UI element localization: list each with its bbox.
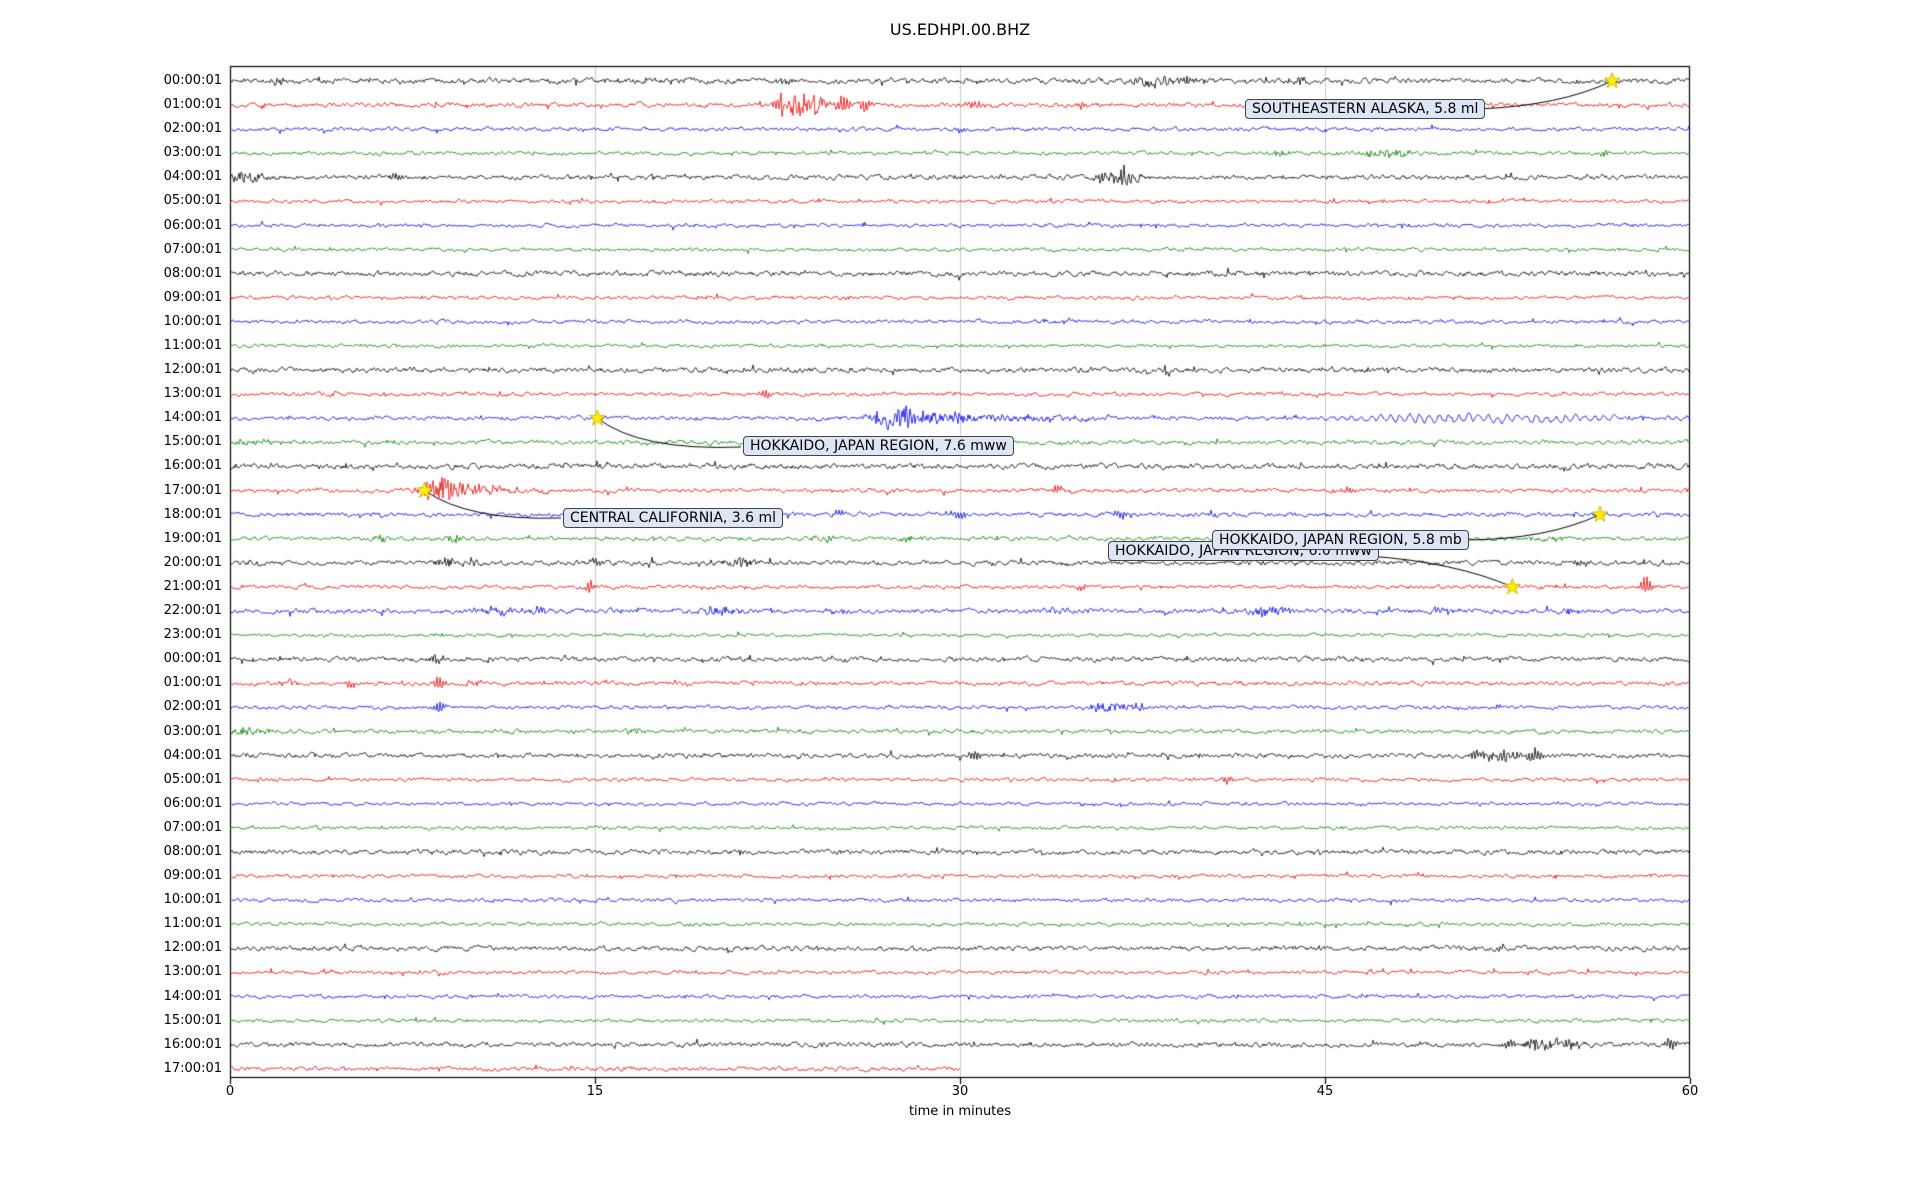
row-time-label: 08:00:01 <box>163 843 222 859</box>
row-time-label: 00:00:01 <box>163 72 222 88</box>
row-time-label: 20:00:01 <box>163 554 222 570</box>
row-time-label: 07:00:01 <box>163 819 222 835</box>
row-time-label: 21:00:01 <box>163 578 222 594</box>
row-time-label: 02:00:01 <box>163 121 222 137</box>
row-time-label: 16:00:01 <box>163 458 222 474</box>
row-time-label: 02:00:01 <box>163 699 222 715</box>
row-time-label: 07:00:01 <box>163 241 222 257</box>
row-time-label: 19:00:01 <box>163 530 222 546</box>
row-time-label: 14:00:01 <box>163 988 222 1004</box>
row-time-label: 05:00:01 <box>163 193 222 209</box>
row-time-label: 12:00:01 <box>163 940 222 956</box>
row-time-label: 08:00:01 <box>163 265 222 281</box>
row-time-label: 09:00:01 <box>163 289 222 305</box>
row-time-label: 11:00:01 <box>163 916 222 932</box>
figure-title: US.EDHPI.00.BHZ <box>889 20 1031 39</box>
row-time-label: 09:00:01 <box>163 868 222 884</box>
row-time-label: 10:00:01 <box>163 313 222 329</box>
event-annotation: CENTRAL CALIFORNIA, 3.6 ml <box>563 508 784 528</box>
x-tick-label: 45 <box>1316 1084 1334 1099</box>
x-tick-label: 15 <box>586 1084 604 1099</box>
row-time-label: 06:00:01 <box>163 217 222 233</box>
row-time-label: 00:00:01 <box>163 651 222 667</box>
row-time-label: 17:00:01 <box>163 482 222 498</box>
event-annotation: HOKKAIDO, JAPAN REGION, 7.6 mww <box>743 436 1014 456</box>
row-time-label: 17:00:01 <box>163 1060 222 1076</box>
row-time-label: 15:00:01 <box>163 1012 222 1028</box>
row-time-label: 23:00:01 <box>163 627 222 643</box>
x-tick-label: 30 <box>951 1084 969 1099</box>
row-time-label: 22:00:01 <box>163 603 222 619</box>
row-time-label: 15:00:01 <box>163 434 222 450</box>
event-annotation: SOUTHEASTERN ALASKA, 5.8 ml <box>1245 99 1486 119</box>
row-time-label: 03:00:01 <box>163 723 222 739</box>
row-time-label: 04:00:01 <box>163 169 222 185</box>
row-time-label: 03:00:01 <box>163 145 222 161</box>
row-time-label: 11:00:01 <box>163 337 222 353</box>
row-time-label: 04:00:01 <box>163 747 222 763</box>
x-axis-label: time in minutes <box>908 1104 1012 1119</box>
row-time-label: 16:00:01 <box>163 1036 222 1052</box>
row-time-label: 10:00:01 <box>163 892 222 908</box>
row-time-label: 18:00:01 <box>163 506 222 522</box>
event-annotation: HOKKAIDO, JAPAN REGION, 5.8 mb <box>1212 530 1469 550</box>
row-time-label: 13:00:01 <box>163 386 222 402</box>
row-time-label: 01:00:01 <box>163 97 222 113</box>
row-time-label: 05:00:01 <box>163 771 222 787</box>
row-time-label: 13:00:01 <box>163 964 222 980</box>
row-time-label: 06:00:01 <box>163 795 222 811</box>
x-tick-label: 0 <box>225 1084 235 1099</box>
x-tick-label: 60 <box>1681 1084 1699 1099</box>
row-time-label: 01:00:01 <box>163 675 222 691</box>
row-time-label: 14:00:01 <box>163 410 222 426</box>
row-time-label: 12:00:01 <box>163 362 222 378</box>
